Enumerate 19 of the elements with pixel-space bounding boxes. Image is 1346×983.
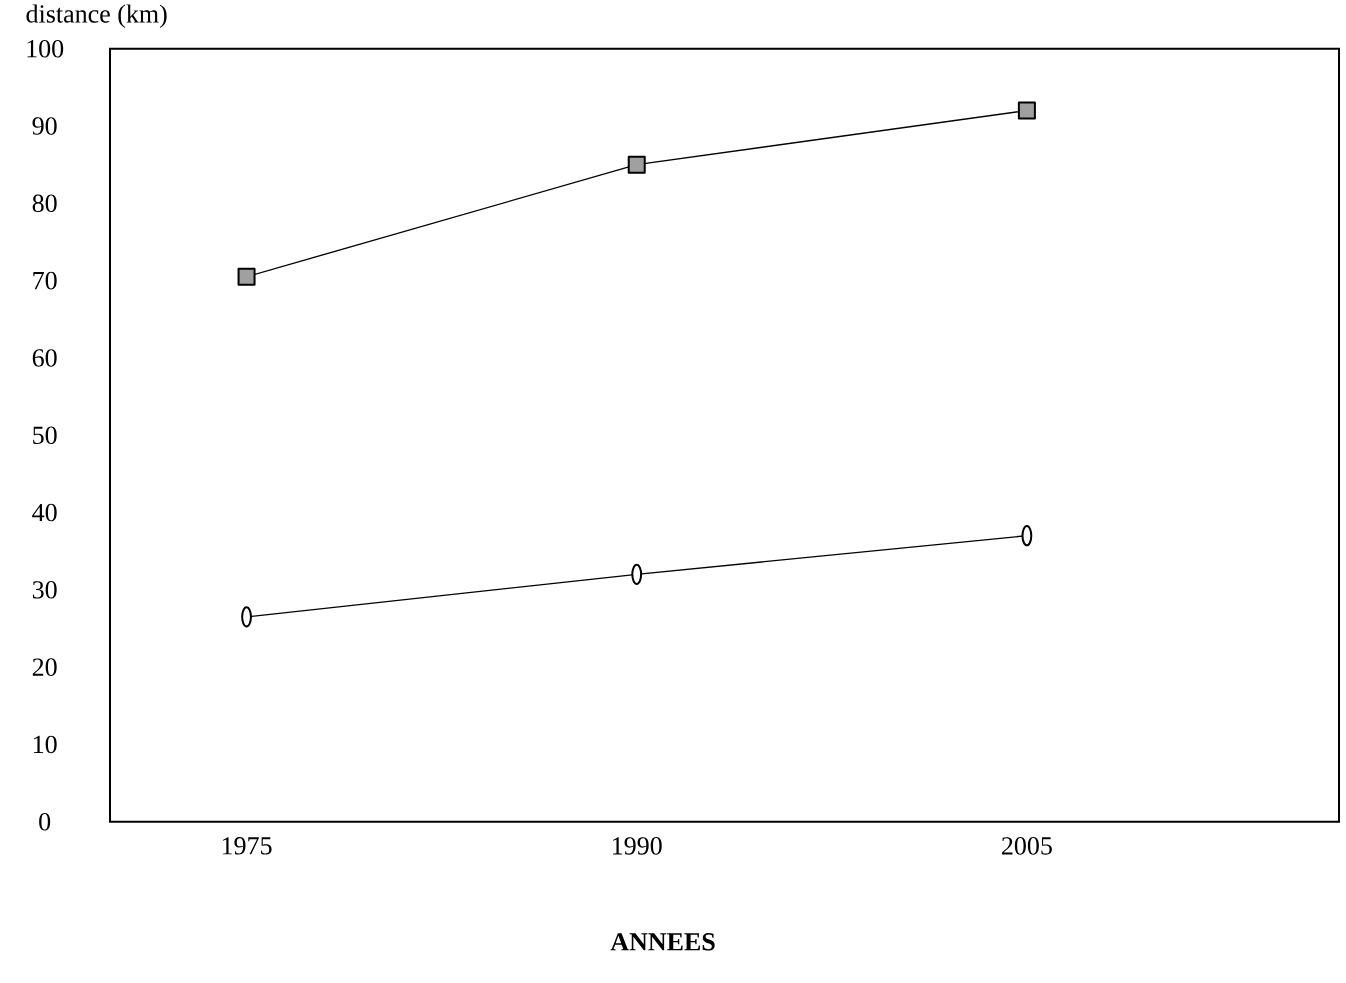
x-tick-label: 2005 [1002,837,1052,855]
y-tick-label: 80 [32,194,57,213]
y-tick-label: 50 [33,426,57,445]
y-tick-label: 70 [33,271,57,290]
y-tick-label: 10 [33,735,57,754]
y-axis-title: distance (km) [26,4,167,29]
y-tick-label: 100 [27,40,64,58]
point [1017,101,1036,120]
point [627,155,646,174]
point [237,267,256,286]
y-tick-label: 60 [32,349,57,367]
x-tick-label: 1975 [222,837,272,855]
x-tick-label: 1990 [613,837,662,855]
x-axis-title: ANNEES [610,933,715,951]
y-tick-label: 90 [32,117,57,135]
y-tick-label: 20 [32,658,57,677]
y-tick-label: 0 [39,813,51,831]
y-tick-label: 30 [32,581,57,599]
y-tick-label: 40 [32,503,57,522]
